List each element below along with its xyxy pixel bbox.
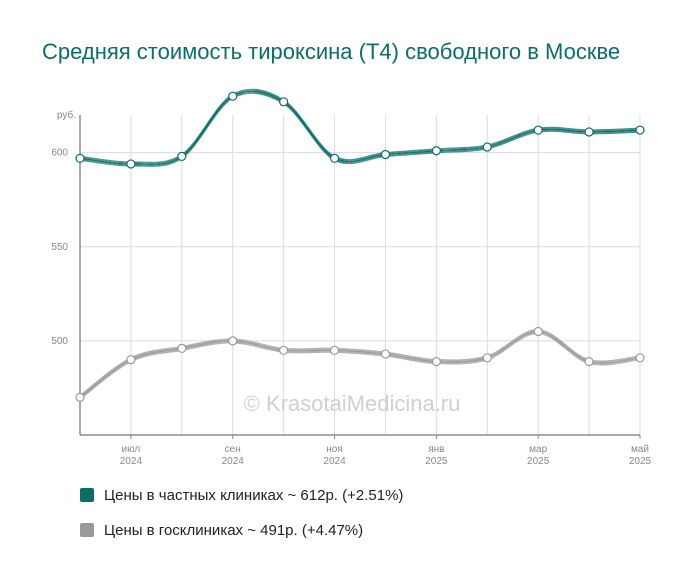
data-point (75, 392, 85, 402)
legend-item-private[interactable]: Цены в частных клиниках ~ 612р. (+2.51%) (80, 486, 403, 504)
series-private (75, 88, 645, 169)
x-tick-label-month: июл (122, 444, 141, 455)
data-point (329, 153, 340, 163)
data-point (584, 127, 594, 137)
x-tick-label-year: 2025 (629, 456, 652, 467)
data-point (177, 343, 187, 354)
data-point (126, 159, 136, 169)
x-tick-label-year: 2024 (222, 456, 245, 467)
y-axis-unit-label: руб. (57, 109, 76, 121)
y-tick-label: 500 (51, 336, 68, 347)
y-tick-label: 600 (51, 148, 68, 159)
legend-label-private: Цены в частных клиниках ~ 612р. (+2.51%) (104, 486, 404, 504)
x-tick-label-month: сен (225, 444, 241, 455)
legend-label-public: Цены в госклиниках ~ 491р. (+4.47%) (104, 521, 364, 539)
data-point (228, 91, 238, 101)
series-line (79, 332, 641, 400)
series (75, 88, 645, 402)
data-point (482, 142, 492, 152)
data-point (482, 353, 492, 363)
data-point (380, 149, 391, 160)
data-point (380, 349, 391, 359)
axes: 500550600руб.июл2024сен2024ноя2024янв202… (51, 109, 651, 467)
watermark: © KrasotaiMedicina.ru (244, 391, 461, 416)
x-tick-label-year: 2025 (527, 456, 550, 467)
legend: Цены в частных клиниках ~ 612р. (+2.51%)… (80, 486, 403, 556)
legend-swatch-public (80, 523, 94, 537)
data-point (533, 125, 543, 135)
data-point (329, 345, 340, 355)
x-tick-label-year: 2024 (323, 456, 346, 467)
data-point (228, 336, 238, 346)
series-line (79, 88, 641, 163)
data-point (533, 326, 543, 337)
data-point (584, 356, 594, 367)
x-tick-label-month: мар (529, 444, 547, 455)
y-tick-label: 550 (51, 242, 68, 253)
series-line (79, 331, 641, 399)
data-point (279, 345, 289, 355)
x-tick-label-year: 2025 (425, 456, 448, 467)
legend-item-public[interactable]: Цены в госклиниках ~ 491р. (+4.47%) (80, 521, 403, 539)
x-tick-label-month: янв (428, 444, 444, 455)
data-point (635, 353, 645, 363)
line-chart: 500550600руб.июл2024сен2024ноя2024янв202… (51, 88, 652, 467)
data-point (431, 146, 441, 156)
chart-title: Средняя стоимость тироксина (Т4) свободн… (42, 39, 621, 64)
x-tick-label-month: май (631, 444, 649, 455)
data-point (75, 153, 85, 163)
data-point (635, 125, 645, 135)
series-public (75, 326, 645, 402)
grid (80, 115, 641, 435)
data-point (279, 97, 289, 107)
x-tick-label-month: ноя (326, 444, 343, 455)
x-tick-label-year: 2024 (120, 456, 143, 467)
data-point (126, 355, 136, 365)
data-point (431, 356, 441, 367)
legend-swatch-private (80, 488, 94, 502)
data-point (177, 151, 187, 162)
